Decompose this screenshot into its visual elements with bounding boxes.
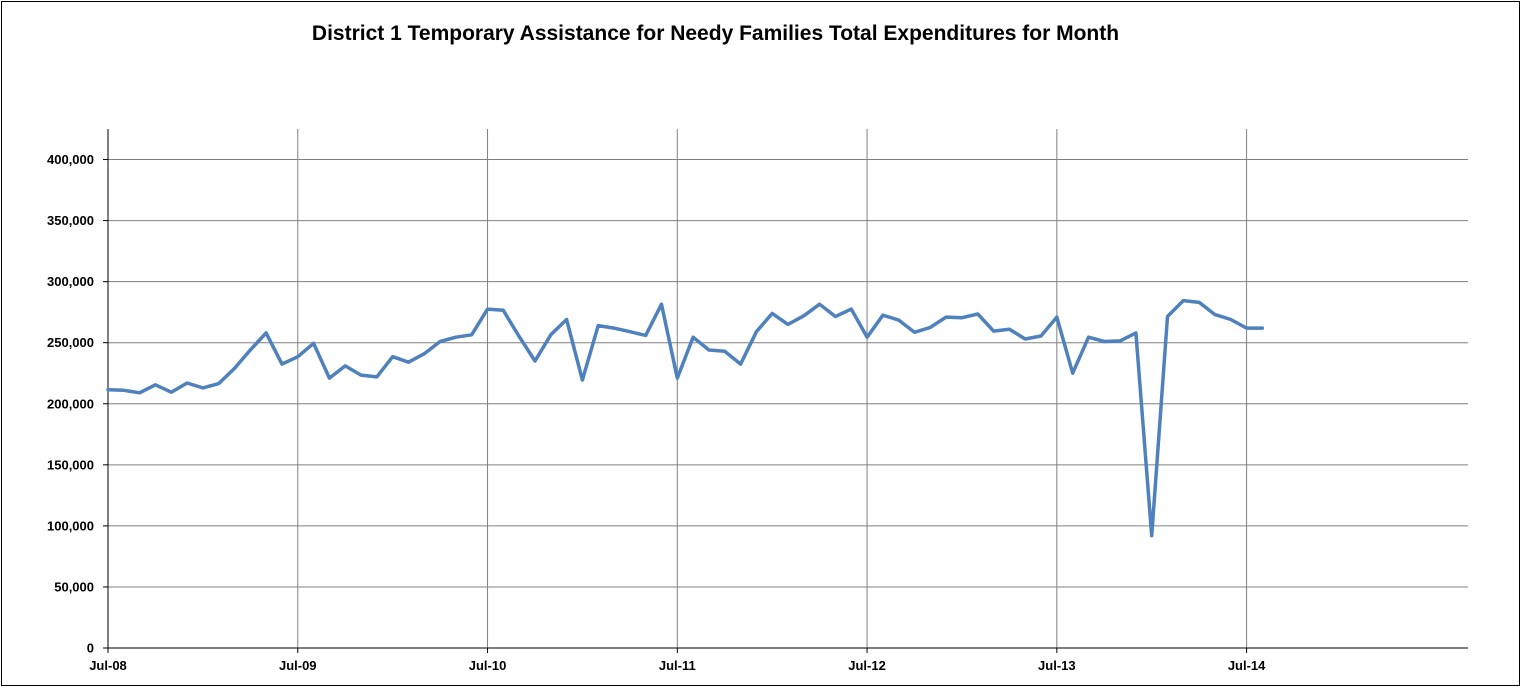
- y-tick-label: 200,000: [47, 396, 94, 411]
- series-line: [106, 298, 1265, 538]
- y-tick-label: 100,000: [47, 518, 94, 533]
- y-tick-label: 300,000: [47, 274, 94, 289]
- x-axis-tick-labels: Jul-08 Jul-09 Jul-10 Jul-11 Jul-12 Jul-13 Jul-…: [89, 658, 1266, 673]
- axes: [103, 129, 1468, 653]
- y-tick-label: 250,000: [47, 335, 94, 350]
- x-tick-label: Jul-14: [1228, 658, 1266, 673]
- y-tick-label: 150,000: [47, 457, 94, 472]
- y-axis-tick-labels: 0 50,000 100,000 150,000 200,000 250,000 300,0…: [47, 152, 94, 655]
- x-tick-label: Jul-13: [1038, 658, 1076, 673]
- x-tick-label: Jul-09: [279, 658, 317, 673]
- gridlines: [108, 129, 1468, 648]
- x-tick-label: Jul-10: [469, 658, 507, 673]
- y-tick-label: 0: [87, 641, 94, 656]
- x-tick-label: Jul-11: [659, 658, 696, 673]
- x-tick-label: Jul-08: [89, 658, 127, 673]
- y-tick-label: 400,000: [47, 152, 94, 167]
- chart-title: District 1 Temporary Assistance for Need…: [311, 22, 1120, 45]
- y-tick-label: 350,000: [47, 213, 94, 228]
- y-tick-label: 50,000: [54, 579, 94, 594]
- x-tick-label: Jul-12: [848, 658, 886, 673]
